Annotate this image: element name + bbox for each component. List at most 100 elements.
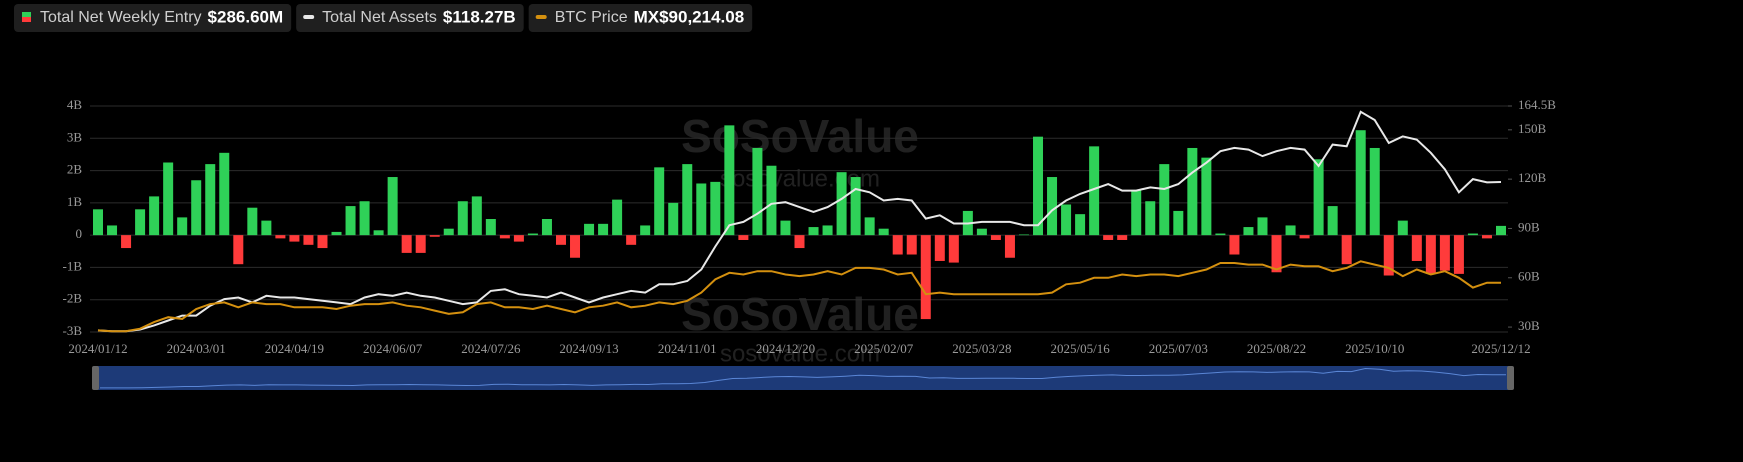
bar [584, 223, 595, 236]
bar [850, 177, 861, 236]
line [97, 110, 1502, 333]
bar [990, 235, 1001, 240]
bar [724, 125, 735, 236]
bar [1257, 217, 1268, 236]
y-tick-label: 0 [76, 226, 83, 241]
x-tick-label: 2025/02/07 [854, 341, 914, 356]
x-tick-label: 2025/05/16 [1050, 341, 1110, 356]
bar [373, 230, 384, 236]
y2-tick-label: 120B [1518, 170, 1547, 185]
legend-item: Total Net Assets $118.27B [296, 4, 524, 32]
bar [654, 167, 665, 236]
legend-pill [296, 4, 524, 32]
watermark-site: sosovalue.com [720, 340, 880, 367]
x-tick-label: 2025/10/10 [1345, 341, 1404, 356]
bar [1467, 233, 1478, 236]
bar [191, 180, 202, 236]
bar [612, 199, 623, 236]
bar [1075, 214, 1086, 236]
x-tick-label: 2024/03/01 [167, 341, 226, 356]
bar [1159, 164, 1170, 236]
bar [149, 196, 160, 236]
bar [93, 209, 103, 236]
bar [499, 235, 510, 239]
x-tick-label: 2025/07/03 [1149, 341, 1208, 356]
bar [1439, 235, 1450, 271]
legend-swatch [22, 17, 31, 22]
bar [1061, 204, 1072, 236]
x-tick-label: 2024/11/01 [658, 341, 717, 356]
bar [738, 235, 749, 240]
bar [1103, 235, 1114, 240]
bar [752, 147, 763, 236]
watermark-brand: SoSoValue [681, 110, 919, 162]
legend-label: Total Net Assets [322, 9, 437, 26]
legend-pill [14, 4, 292, 32]
bar [1383, 235, 1394, 276]
bar [976, 228, 987, 236]
bar [1243, 227, 1254, 236]
bar [219, 152, 230, 236]
bar [331, 231, 342, 236]
bar [177, 217, 188, 236]
navigator-handle[interactable] [1507, 366, 1514, 390]
bar [541, 219, 552, 236]
bar [1481, 235, 1492, 239]
legend: Total Net Weekly Entry $286.60M Total Net … [14, 4, 753, 32]
legend-swatch [22, 12, 31, 17]
navigator[interactable] [96, 366, 1510, 390]
y-tick-label: -2B [63, 291, 83, 306]
legend-label: Total Net Weekly Entry [40, 9, 202, 26]
x-tick-label: 2024/12/20 [756, 341, 815, 356]
bar [1397, 220, 1408, 236]
bar [289, 235, 300, 242]
navigator-handle[interactable] [92, 366, 99, 390]
bar [1425, 235, 1436, 274]
bar [1313, 159, 1324, 236]
bar [696, 183, 707, 236]
bar [1004, 235, 1015, 258]
bar [1047, 177, 1058, 236]
bar [710, 181, 721, 236]
bar [275, 235, 286, 239]
bar [443, 228, 454, 236]
bar [1369, 147, 1380, 236]
y2-tick-label: 164.5B [1518, 97, 1556, 112]
bar [387, 177, 398, 236]
y-tick-label: 4B [67, 97, 83, 112]
y-tick-label: 1B [67, 194, 83, 209]
bar [1411, 235, 1422, 261]
x-tick-label: 2025/12/12 [1471, 341, 1530, 356]
x-tick-label: 2024/06/07 [363, 341, 423, 356]
bar [906, 235, 917, 255]
bar [1131, 189, 1142, 236]
bar [1089, 146, 1100, 236]
bar [1117, 235, 1128, 240]
bar [626, 235, 637, 245]
bar [163, 162, 174, 236]
x-tick-label: 2025/08/22 [1247, 341, 1306, 356]
bar [934, 235, 945, 261]
bar [878, 228, 889, 236]
bar [1496, 225, 1506, 236]
line [97, 260, 1501, 333]
bar [920, 235, 931, 320]
x-tick-label: 2024/04/19 [265, 341, 324, 356]
legend-pill [528, 4, 753, 32]
bar [261, 220, 272, 236]
bar [1271, 235, 1282, 273]
y2-tick-label: 60B [1518, 269, 1540, 284]
bar [598, 223, 609, 236]
x-tick-label: 2024/09/13 [559, 341, 618, 356]
bar [471, 196, 482, 236]
legend-item: Total Net Weekly Entry $286.60M [14, 4, 292, 32]
bar [794, 235, 805, 249]
bar [121, 235, 132, 249]
bar [766, 165, 777, 236]
bar [1299, 235, 1310, 239]
legend-label: BTC Price [555, 9, 628, 26]
legend-item: BTC Price MX$90,214.08 [528, 4, 753, 32]
y-tick-label: -1B [63, 258, 83, 273]
